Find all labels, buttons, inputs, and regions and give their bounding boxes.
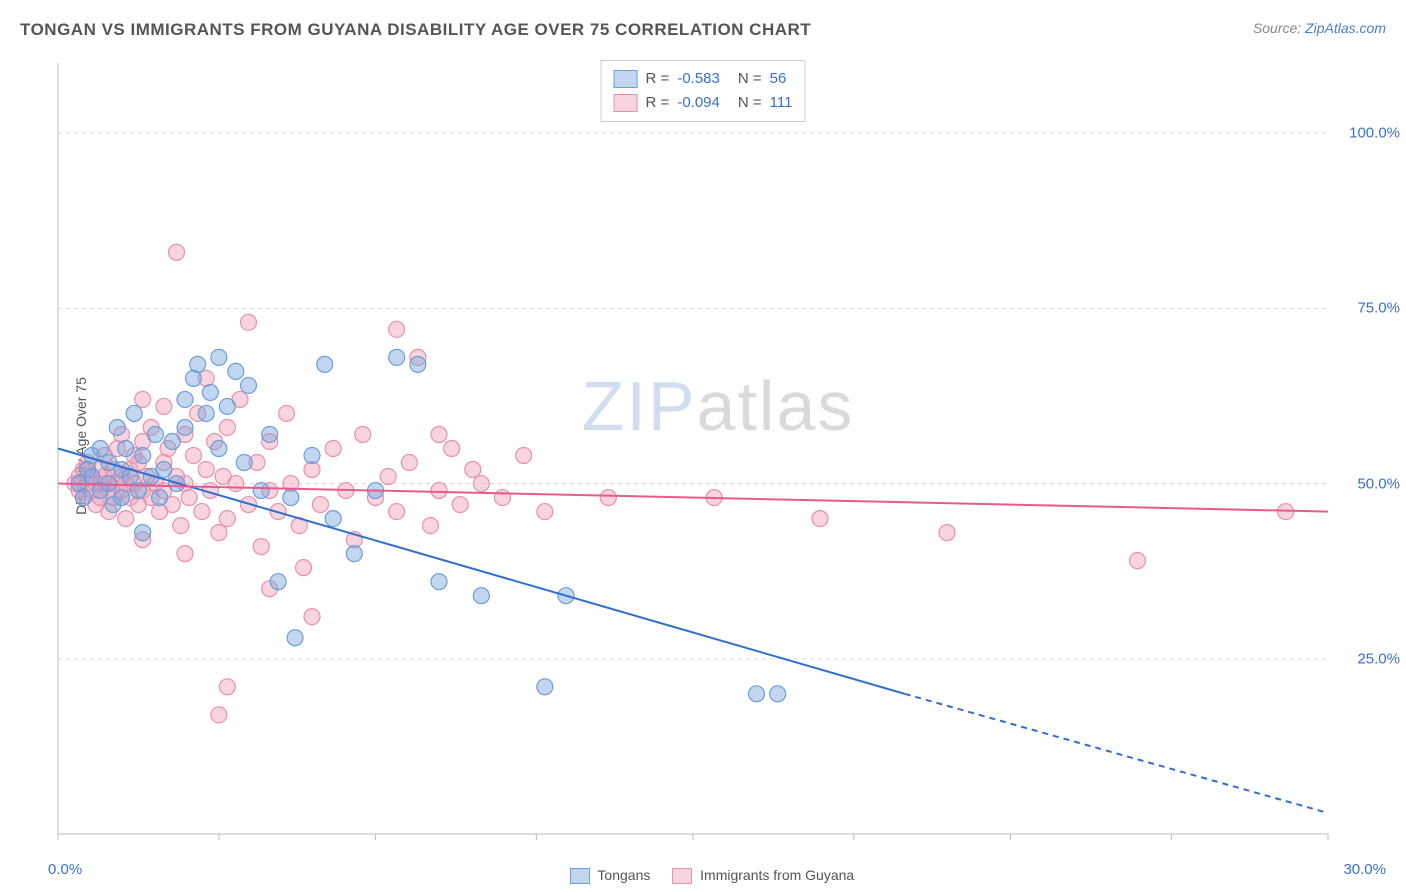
corr-swatch-guyana: [614, 94, 638, 112]
y-tick-label: 25.0%: [1357, 650, 1400, 667]
corr-r-guyana: -0.094: [677, 91, 720, 115]
chart-title: TONGAN VS IMMIGRANTS FROM GUYANA DISABIL…: [20, 20, 811, 40]
y-tick-label: 100.0%: [1349, 125, 1400, 142]
corr-row-tongans: R = -0.583 N = 56: [614, 67, 793, 91]
source-prefix: Source:: [1253, 20, 1305, 36]
legend-swatch-tongans: [570, 868, 590, 884]
corr-n-guyana: 111: [770, 91, 793, 115]
source-link[interactable]: ZipAtlas.com: [1305, 20, 1386, 36]
corr-n-label: N =: [738, 67, 762, 91]
x-axis-min-label: 0.0%: [48, 861, 82, 878]
x-axis-max-label: 30.0%: [1343, 861, 1386, 878]
series-legend: Tongans Immigrants from Guyana: [0, 867, 1406, 884]
corr-r-tongans: -0.583: [677, 67, 720, 91]
y-tick-label: 50.0%: [1357, 475, 1400, 492]
legend-label-tongans: Tongans: [597, 867, 650, 883]
corr-swatch-tongans: [614, 70, 638, 88]
corr-r-label: R =: [646, 91, 670, 115]
correlation-legend: R = -0.583 N = 56 R = -0.094 N = 111: [601, 60, 806, 122]
corr-row-guyana: R = -0.094 N = 111: [614, 91, 793, 115]
scatter-chart-svg: [50, 55, 1386, 852]
corr-r-label: R =: [646, 67, 670, 91]
legend-label-guyana: Immigrants from Guyana: [700, 867, 854, 883]
corr-n-label: N =: [738, 91, 762, 115]
chart-area: ZIPatlas: [50, 55, 1386, 852]
legend-swatch-guyana: [672, 868, 692, 884]
source-attribution: Source: ZipAtlas.com: [1253, 20, 1386, 36]
y-tick-label: 75.0%: [1357, 300, 1400, 317]
corr-n-tongans: 56: [770, 67, 787, 91]
